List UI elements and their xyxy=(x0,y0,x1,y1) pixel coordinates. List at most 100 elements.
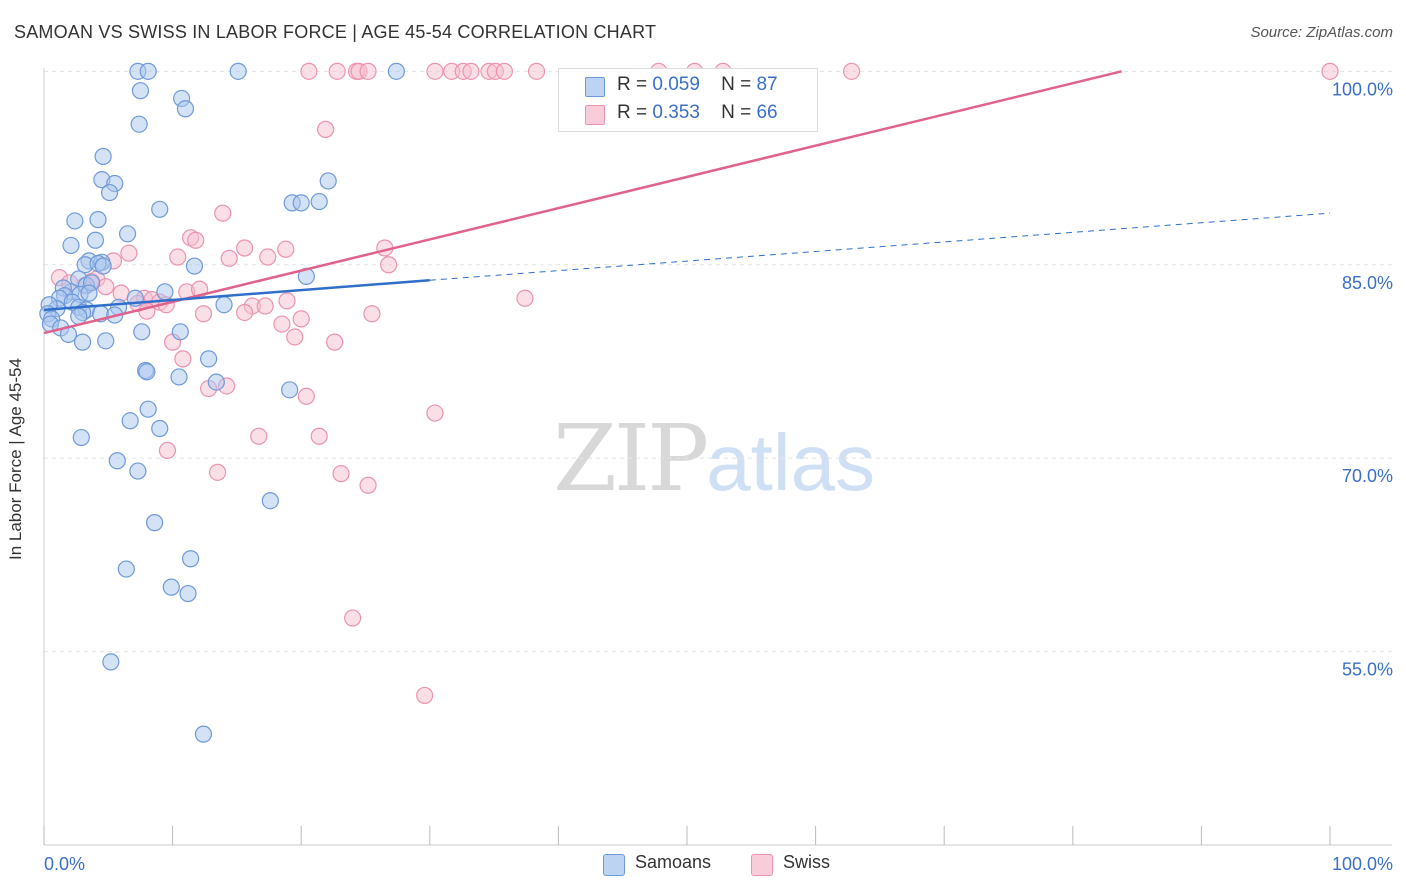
swiss-point xyxy=(363,305,381,323)
samoan-point xyxy=(72,428,90,447)
watermark: ZIPatlas xyxy=(553,405,875,512)
samoan-point xyxy=(215,296,233,314)
samoan-point xyxy=(100,183,119,202)
samoan-point xyxy=(118,225,137,243)
swiss-point xyxy=(259,248,277,266)
samoan-point xyxy=(138,363,156,381)
samoan-point xyxy=(162,578,180,596)
samoan-point xyxy=(62,236,80,255)
samoan-point xyxy=(182,550,200,568)
samoan-trend-extension xyxy=(429,212,1331,281)
samoan-point xyxy=(281,381,299,399)
legend-n-label: N = xyxy=(721,102,752,123)
samoan-point xyxy=(131,82,150,100)
swiss-point xyxy=(1321,62,1339,80)
swiss-point xyxy=(286,328,304,346)
swiss-swatch xyxy=(751,854,773,876)
samoan-point xyxy=(70,307,88,325)
legend-r-value: 0.059 xyxy=(652,74,700,95)
swiss-point xyxy=(426,404,444,422)
swiss-point xyxy=(158,441,177,460)
samoan-trend-line xyxy=(43,278,430,312)
swiss-point xyxy=(236,239,254,257)
axes xyxy=(43,68,1392,846)
swiss-point xyxy=(328,62,346,80)
x-tick-label-min: 0.0% xyxy=(44,854,85,874)
legend-text-samoans: R = 0.059 N = 87 xyxy=(617,74,778,96)
correlation-legend: R = 0.059 N = 87 R = 0.353 N = 66 xyxy=(558,68,818,132)
samoan-point xyxy=(97,332,115,350)
samoan-point xyxy=(156,283,174,301)
swiss-point xyxy=(359,62,377,80)
trend-lines xyxy=(43,70,1331,335)
swiss-point xyxy=(843,62,861,80)
swiss-point xyxy=(250,427,268,445)
samoan-point xyxy=(94,147,112,166)
legend-swatch-samoans xyxy=(585,77,605,97)
samoan-point xyxy=(292,194,310,212)
swiss-point xyxy=(516,289,534,307)
y-tick-label: 55.0% xyxy=(1342,660,1393,680)
samoan-point xyxy=(207,373,225,391)
samoan-point xyxy=(176,100,195,118)
samoan-point xyxy=(89,211,107,229)
y-axis-label: In Labor Force | Age 45-54 xyxy=(6,358,25,560)
x-tick-label-max: 100.0% xyxy=(1332,854,1393,874)
samoan-point xyxy=(94,257,112,275)
swiss-point xyxy=(297,387,315,405)
legend-n-value: 66 xyxy=(756,102,778,123)
swiss-point xyxy=(359,476,377,494)
swiss-point xyxy=(120,244,138,262)
samoans-swatch xyxy=(603,854,625,876)
samoan-point xyxy=(171,323,189,341)
swiss-point xyxy=(416,686,434,705)
samoan-point xyxy=(86,231,105,249)
swiss-point xyxy=(278,292,296,310)
samoans-label: Samoans xyxy=(635,852,712,872)
samoan-points xyxy=(39,62,405,743)
legend-swatch-swiss xyxy=(585,105,605,125)
swiss-point xyxy=(292,310,310,328)
samoan-point xyxy=(108,452,126,470)
samoan-point xyxy=(130,115,148,133)
swiss-point xyxy=(169,248,187,266)
samoan-point xyxy=(200,350,218,368)
y-tick-label: 85.0% xyxy=(1342,273,1393,293)
swiss-point xyxy=(194,305,213,323)
swiss-point xyxy=(495,62,513,80)
y-tick-label: 70.0% xyxy=(1342,466,1393,486)
samoan-point xyxy=(170,368,188,386)
swiss-point xyxy=(277,240,295,258)
swiss-point xyxy=(273,315,291,333)
samoan-point xyxy=(179,584,197,603)
gridlines xyxy=(44,70,1392,653)
samoan-point xyxy=(133,323,151,341)
legend-n-label: N = xyxy=(721,74,752,95)
y-tick-label: 100.0% xyxy=(1332,79,1393,99)
legend-r-label: R = xyxy=(617,102,648,123)
samoan-point xyxy=(145,514,164,532)
swiss-point xyxy=(326,333,344,351)
samoan-point xyxy=(310,192,328,211)
swiss-point xyxy=(214,204,232,222)
watermark-atlas: atlas xyxy=(706,418,876,507)
samoan-point xyxy=(194,725,213,743)
samoan-point xyxy=(121,412,139,430)
swiss-point xyxy=(462,62,480,80)
samoan-point xyxy=(80,284,98,302)
samoan-point xyxy=(129,462,147,480)
source-label: Source: ZipAtlas.com xyxy=(1250,24,1393,41)
swiss-point xyxy=(220,249,238,267)
chart-title: SAMOAN VS SWISS IN LABOR FORCE | AGE 45-… xyxy=(14,22,657,42)
swiss-point xyxy=(380,256,398,274)
swiss-point xyxy=(256,297,274,315)
samoan-point xyxy=(139,62,157,80)
swiss-point xyxy=(236,303,254,322)
swiss-trend-line xyxy=(43,70,1122,335)
swiss-point xyxy=(187,231,205,249)
swiss-point xyxy=(97,278,115,296)
swiss-point xyxy=(300,62,318,80)
swiss-point xyxy=(332,465,350,483)
swiss-point xyxy=(209,463,227,481)
swiss-label: Swiss xyxy=(783,852,831,872)
